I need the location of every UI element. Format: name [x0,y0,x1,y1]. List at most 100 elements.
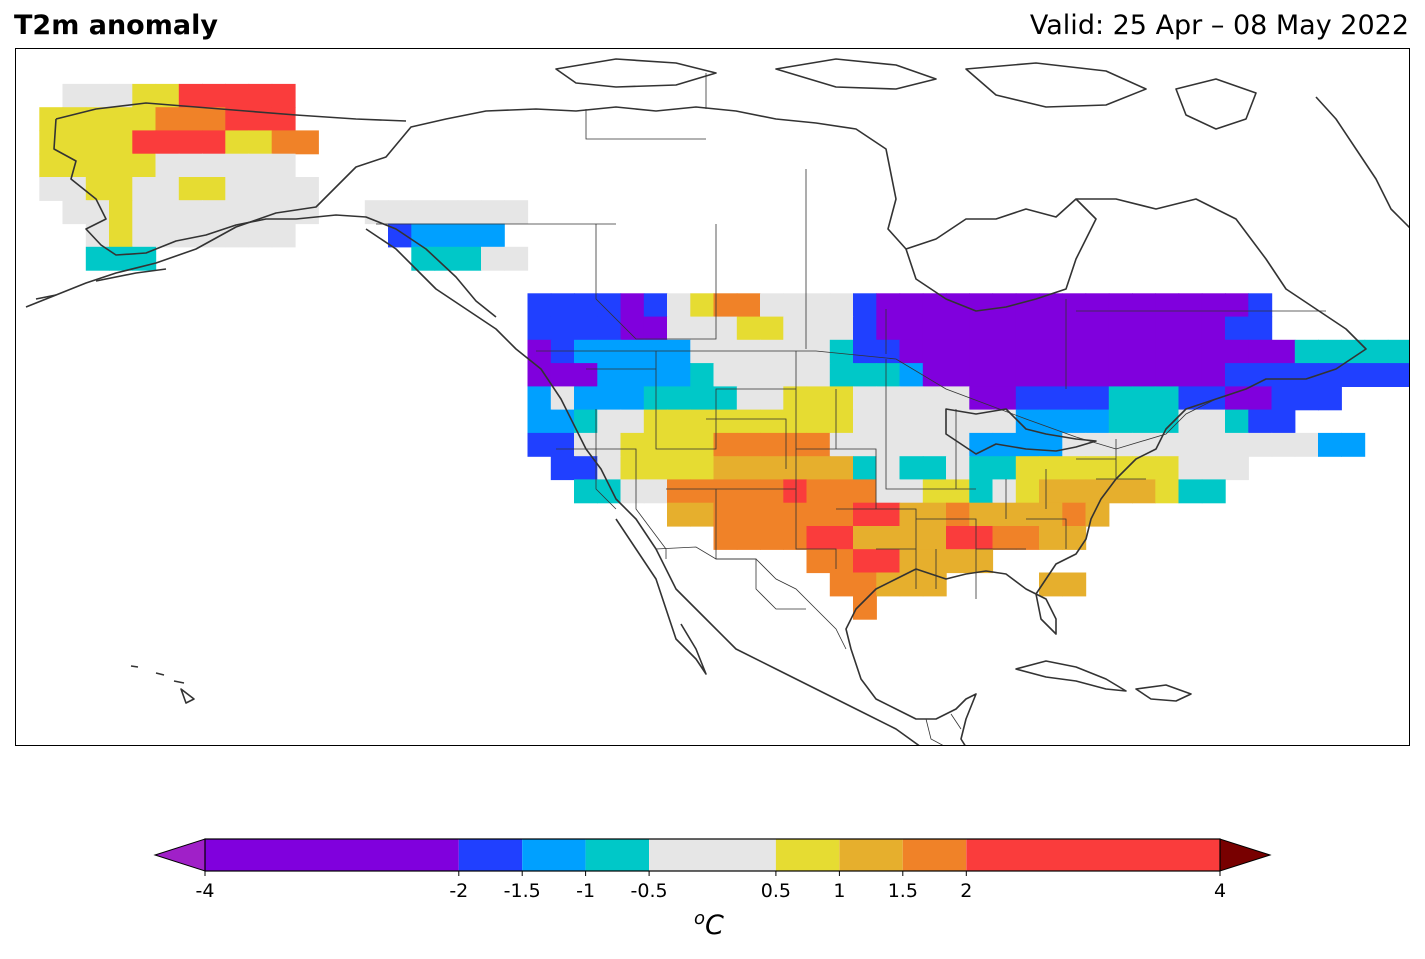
anomaly-cell [1318,432,1342,457]
coastline-alaska [53,102,497,318]
anomaly-cell [1085,432,1110,457]
anomaly-cell [736,339,761,364]
anomaly-cell [597,293,622,318]
anomaly-cell [1294,386,1319,411]
anomaly-cell [620,479,645,504]
anomaly-cell [876,409,901,434]
anomaly-cell [1225,409,1249,434]
anomaly-cell [132,83,157,108]
anomaly-cell [1155,339,1180,364]
anomaly-cell [736,456,761,481]
colorbar-tick-label: 1 [833,880,845,902]
anomaly-cell [876,386,901,411]
colorbar-unit-label: oC [694,908,724,941]
anomaly-cell [1178,479,1203,504]
coastline-cuba [1015,660,1127,692]
anomaly-cell [504,200,529,225]
anomaly-cell [1294,432,1319,457]
anomaly-cell [620,339,645,364]
anomaly-cell [946,339,970,364]
anomaly-cell [829,409,854,434]
anomaly-cell [783,316,808,341]
anomaly-cell [806,339,831,364]
anomaly-cell [946,316,970,341]
anomaly-cell [574,293,598,318]
anomaly-cell [760,386,784,411]
anomaly-cell [1108,456,1133,481]
anomaly-cell [1271,409,1296,434]
anomaly-cell [969,432,994,457]
colorbar-swatch [839,839,903,871]
anomaly-cell [922,316,947,341]
anomaly-cell [853,456,877,481]
anomaly-cell [806,432,831,457]
colorbar-tick-label: -2 [449,880,468,902]
political-borders [376,73,1326,745]
anomaly-cell [1015,386,1040,411]
anomaly-cell [1039,409,1063,434]
anomaly-cell [1318,386,1342,411]
anomaly-cell [1015,316,1040,341]
anomaly-cell [899,363,924,387]
anomaly-cell [1062,526,1087,550]
anomaly-cell [411,223,436,248]
anomaly-cell [1039,339,1063,364]
anomaly-cell [1271,363,1296,387]
anomaly-cell [876,479,901,504]
anomaly-cell [620,456,645,481]
anomaly-cell [992,456,1017,481]
anomaly-cell [899,502,924,527]
colorbar-tick-label: -4 [196,880,215,902]
anomaly-cell [620,316,645,341]
anomaly-cell [899,572,924,597]
anomaly-cell [922,432,947,457]
anomaly-cell [667,456,691,481]
anomaly-cell [1387,339,1409,364]
anomaly-cell [1248,363,1273,387]
anomaly-cell [946,409,970,434]
anomaly-cell [643,479,668,504]
anomaly-cell [713,363,738,387]
anomaly-cell [597,432,622,457]
anomaly-cell [690,339,715,364]
anomaly-cell [1108,432,1133,457]
anomaly-cell [62,107,87,132]
anomaly-cell [829,386,854,411]
anomaly-cell [1015,479,1040,504]
anomaly-cell [1248,339,1273,364]
anomaly-cell [1294,363,1319,387]
anomaly-cell [969,363,994,387]
anomaly-cell [969,479,994,504]
anomaly-cell [1155,386,1180,411]
anomaly-cell [1178,432,1203,457]
anomaly-cell [295,200,319,225]
anomaly-cell [1178,293,1203,318]
anomaly-cell [760,316,784,341]
map-panel [15,48,1410,746]
anomaly-cell [1387,363,1409,387]
anomaly-cell [760,409,784,434]
anomaly-cell [178,153,203,178]
anomaly-cell [853,363,877,387]
anomaly-cell [783,293,808,318]
anomaly-cell [713,526,738,550]
anomaly-cell [178,177,203,201]
anomaly-cell [806,293,831,318]
anomaly-cell [62,130,87,155]
anomaly-cell [178,200,203,225]
anomaly-cell [713,339,738,364]
anomaly-cell [62,177,87,201]
anomaly-cell [1108,386,1133,411]
anomaly-cell [783,526,808,550]
anomaly-cell [85,83,110,108]
anomaly-cell [713,456,738,481]
anomaly-cell [992,339,1017,364]
anomaly-cell [85,177,110,201]
anomaly-cell [271,83,296,108]
anomaly-cell [178,130,203,155]
anomaly-cell [1015,456,1040,481]
anomaly-cell [1225,316,1249,341]
anomaly-cell [457,246,482,271]
anomaly-cell [574,409,598,434]
anomaly-cell [202,153,226,178]
